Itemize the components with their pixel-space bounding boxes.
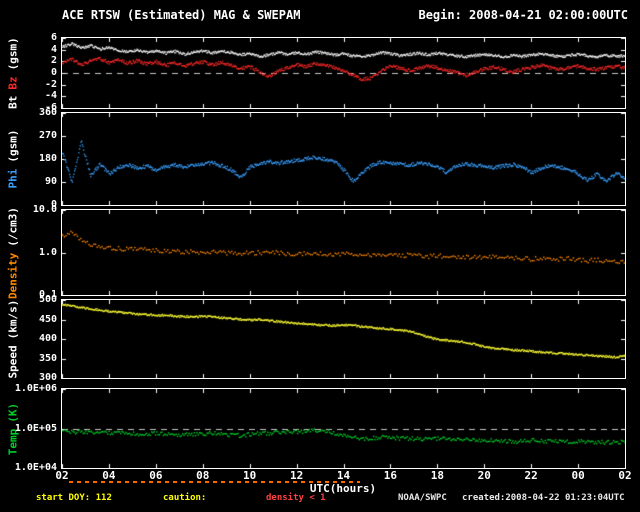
x-tick-label: 04 — [102, 469, 116, 482]
axis-label-part: Speed — [6, 345, 20, 379]
density-plot-canvas — [62, 210, 625, 295]
phi-axis-label: Phi (gsm) — [7, 127, 20, 192]
x-tick-label: 02 — [55, 469, 69, 482]
axis-label-part: Bt — [6, 95, 20, 109]
y-tick-label: 500 — [38, 294, 57, 305]
panel-temp — [61, 388, 626, 469]
x-tick-label: 12 — [289, 469, 304, 482]
y-tick-label: 10.0 — [32, 204, 57, 215]
y-tick-label: 2 — [50, 55, 57, 67]
y-tick-label: 300 — [38, 372, 57, 383]
mag-axis-label: Bt Bz (gsm) — [7, 34, 20, 112]
y-tick-label: 6 — [50, 32, 57, 43]
x-tick-label: 18 — [430, 469, 444, 482]
y-tick-label: 1.0E+06 — [14, 383, 57, 394]
caution-strip — [69, 481, 360, 483]
x-tick-label: 02 — [618, 469, 632, 482]
axis-label-part: (km/s) — [6, 299, 20, 340]
y-tick-label: -6 — [44, 102, 57, 113]
x-tick-label: 14 — [336, 469, 351, 482]
agency-label: NOAA/SWPC — [398, 493, 447, 503]
y-tick-label: 180 — [38, 153, 57, 164]
axis-label-part: Temp — [6, 428, 20, 455]
panel-mag — [61, 37, 626, 109]
x-tick-label: 00 — [571, 469, 585, 482]
y-tick-label: -2 — [44, 78, 57, 90]
y-tick-label: 0 — [50, 199, 57, 210]
temp-plot-canvas — [62, 389, 625, 468]
panel-density — [61, 209, 626, 296]
temp-axis-label: Temp (K) — [7, 399, 20, 457]
axis-label-part: (/cm3) — [6, 206, 20, 247]
y-tick-label: 350 — [38, 352, 57, 364]
y-tick-label: 1.0E+04 — [14, 462, 57, 473]
y-tick-label: 0.1 — [38, 289, 57, 300]
start-doy-label: start DOY: 112 — [36, 493, 112, 503]
x-tick-label: 06 — [149, 469, 163, 482]
density-axis-label: Density (/cm3) — [7, 203, 20, 301]
density-caution-label: density < 1 — [266, 493, 326, 503]
axis-label-part: Density — [6, 252, 20, 299]
y-tick-label: 1.0E+05 — [14, 422, 57, 434]
panel-phi — [61, 112, 626, 206]
y-tick-label: 1.0 — [38, 246, 57, 258]
y-tick-label: 4 — [50, 43, 57, 55]
x-axis-label: UTC(hours) — [309, 482, 377, 495]
x-tick-label: 22 — [524, 469, 538, 482]
axis-label-part: (gsm) — [6, 37, 20, 71]
axis-label-part: (K) — [6, 402, 20, 423]
x-tick-label: 10 — [243, 469, 257, 482]
axis-label-part: Bz — [6, 76, 20, 90]
titlebar: ACE RTSW (Estimated) MAG & SWEPAM Begin:… — [0, 8, 640, 22]
speed-plot-canvas — [62, 300, 625, 378]
speed-axis-label: Speed (km/s) — [7, 297, 20, 382]
axis-label-part: (gsm) — [6, 129, 20, 163]
y-tick-label: 0 — [50, 67, 57, 78]
y-tick-label: -4 — [44, 90, 57, 102]
panel-speed — [61, 299, 626, 379]
x-tick-label: 16 — [383, 469, 398, 482]
y-tick-label: 450 — [38, 313, 57, 325]
y-tick-label: 400 — [38, 333, 57, 344]
x-tick-label: 20 — [477, 469, 491, 482]
created-timestamp: created:2008-04-22 01:23:04UTC — [462, 493, 625, 503]
y-tick-label: 90 — [44, 176, 57, 187]
mag-plot-canvas — [62, 38, 625, 108]
plot-title: ACE RTSW (Estimated) MAG & SWEPAM — [62, 8, 301, 22]
phi-plot-canvas — [62, 113, 625, 205]
caution-label: caution: — [163, 493, 207, 503]
y-tick-label: 360 — [38, 107, 57, 118]
axis-label-part: Phi — [6, 168, 20, 189]
y-tick-label: 270 — [38, 130, 57, 141]
begin-timestamp: Begin: 2008-04-21 02:00:00UTC — [418, 8, 628, 22]
x-tick-label: 08 — [196, 469, 210, 482]
